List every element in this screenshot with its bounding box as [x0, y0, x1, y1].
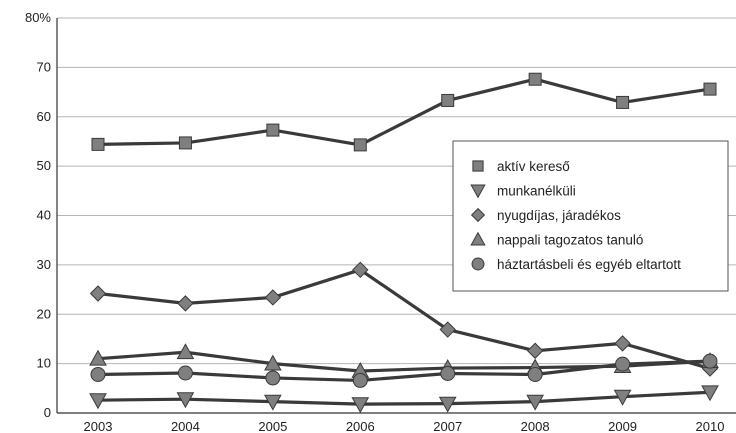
data-point-triangle-down: [176, 392, 195, 409]
data-point-diamond: [89, 285, 107, 302]
data-point-diamond: [614, 335, 631, 352]
x-tick-label: 2003: [84, 419, 113, 433]
data-point-triangle-down: [89, 393, 107, 410]
data-point-circle: [352, 372, 368, 388]
x-tick-label: 2008: [521, 419, 550, 433]
data-point-square: [616, 95, 630, 109]
y-tick-label: 30: [37, 257, 51, 272]
data-point-circle: [527, 366, 543, 382]
data-point-circle: [440, 366, 456, 381]
series-4: [90, 353, 718, 388]
data-point-diamond: [439, 321, 456, 338]
data-point-diamond: [177, 295, 194, 312]
data-point-square: [266, 123, 280, 137]
data-point-triangle-down: [701, 385, 719, 402]
x-tick-label: 2005: [258, 419, 287, 433]
y-tick-label: 70: [37, 59, 51, 74]
series-line: [97, 268, 711, 371]
x-tick-label: 2004: [171, 419, 200, 433]
data-point-square: [178, 136, 192, 150]
data-point-triangle-up: [89, 349, 107, 366]
data-point-circle: [702, 353, 718, 369]
y-tick-label: 20: [37, 306, 51, 321]
data-point-square: [353, 138, 367, 152]
series-0: [91, 72, 717, 152]
data-point-square: [441, 93, 455, 107]
legend-label: nappali tagozatos tanuló: [497, 233, 643, 248]
data-point-triangle-down: [264, 394, 282, 411]
x-tick-label: 2010: [696, 419, 725, 433]
y-tick-label: 50: [37, 158, 51, 173]
axes: 0 10 20 30 40 50 60 70 80% 2003 2004 2005 2006 2007 20…: [25, 10, 736, 433]
data-point-diamond: [352, 261, 369, 279]
data-point-circle: [90, 366, 106, 382]
legend: aktív kereső munkanélküli nyugdíjas, járad…: [452, 140, 729, 292]
data-point-triangle-down: [526, 394, 544, 411]
y-tick-label: 40: [37, 208, 51, 223]
data-point-diamond: [264, 289, 282, 306]
data-point-diamond: [526, 342, 544, 359]
data-point-circle: [177, 365, 193, 381]
y-tick-label: 0: [44, 405, 51, 420]
series-line: [97, 77, 711, 147]
data-point-circle: [615, 356, 631, 372]
data-point-square: [528, 72, 542, 86]
data-point-triangle-down: [351, 397, 370, 414]
data-point-triangle-down: [438, 396, 457, 413]
data-point-triangle-up: [176, 343, 195, 360]
data-point-triangle-up: [264, 354, 282, 371]
data-point-square: [91, 137, 105, 151]
x-tick-label: 2006: [346, 419, 375, 433]
data-point-square: [703, 82, 717, 96]
y-tick-label: 80%: [25, 10, 51, 25]
legend-label: háztartásbeli és egyéb eltartott: [497, 257, 681, 272]
data-point-circle: [265, 370, 281, 386]
y-tick-label: 10: [37, 356, 51, 371]
legend-marker-square: [472, 160, 484, 172]
legend-label: aktív kereső: [497, 159, 570, 174]
series-2: [89, 261, 719, 377]
legend-box: [452, 140, 729, 292]
series-line: [97, 390, 711, 406]
series-1: [89, 385, 719, 414]
series-group: [89, 72, 719, 414]
x-tick-label: 2007: [433, 419, 462, 433]
legend-label: nyugdíjas, járadékos: [497, 208, 621, 223]
legend-marker-diamond: [470, 207, 486, 223]
gridlines: [57, 17, 736, 365]
y-tick-label: 60: [37, 109, 51, 124]
x-tick-label: 2009: [608, 419, 637, 433]
legend-marker-circle: [471, 257, 485, 271]
legend-marker-triangle-down: [470, 184, 486, 199]
series-line: [97, 359, 711, 383]
legend-marker-triangle-up: [470, 231, 486, 246]
data-point-triangle-down: [613, 389, 632, 406]
legend-label: munkanélküli: [497, 184, 576, 199]
